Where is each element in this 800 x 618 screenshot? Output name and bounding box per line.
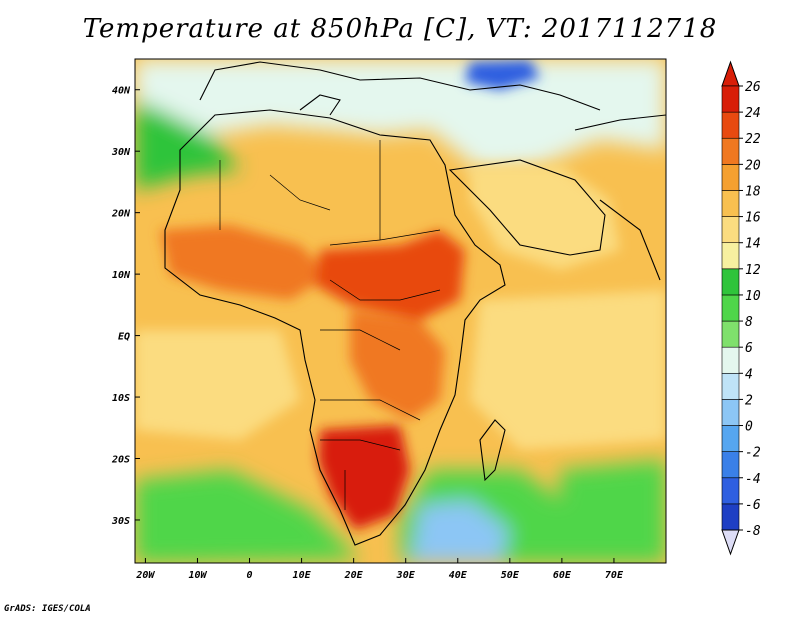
plot-area xyxy=(135,59,666,563)
colorbar-bottom-arrow xyxy=(721,529,740,556)
colorbar-label: 26 xyxy=(745,80,761,95)
field-southern-ocean xyxy=(135,470,360,563)
field-west-africa xyxy=(160,225,330,300)
field-kalahari xyxy=(318,425,410,530)
field-east-indian xyxy=(560,460,666,563)
field-atlantic-north xyxy=(135,100,240,190)
colorbar-swatch xyxy=(721,164,740,191)
colorbar-swatch xyxy=(721,216,740,244)
colorbar-top-arrow xyxy=(721,60,740,87)
lon-tick-label: 30E xyxy=(396,570,416,581)
lat-tick-label: 20N xyxy=(111,209,131,220)
colorbar-label: 24 xyxy=(745,106,761,121)
colorbar-swatch xyxy=(721,242,740,270)
colorbar-label: 18 xyxy=(745,184,761,199)
lon-tick-label: 60E xyxy=(553,570,572,581)
colorbar-swatch xyxy=(721,190,740,217)
colorbar-swatch xyxy=(721,503,740,531)
longitude-axis: 20W 10W 0 10E 20E 30E 40E 50E 60E 70E xyxy=(135,558,624,581)
colorbar-label: -4 xyxy=(745,472,761,487)
page-title: Temperature at 850hPa [C], VT: 201711271… xyxy=(82,14,718,44)
lon-tick-label: 20E xyxy=(344,570,364,581)
credit-text: GrADS: IGES/COLA xyxy=(4,604,91,614)
colorbar-label: 2 xyxy=(745,393,753,408)
plot-frame xyxy=(134,58,667,564)
field-indian-ocean xyxy=(470,290,666,450)
lon-tick-label: 10W xyxy=(188,570,207,581)
colorbar-swatch xyxy=(721,268,740,296)
colorbar-swatch xyxy=(721,372,740,400)
colorbar-label: 8 xyxy=(745,315,753,330)
field-arabia xyxy=(470,165,620,270)
colorbar-swatch xyxy=(721,425,740,452)
field-equatorial-atlantic xyxy=(135,330,300,440)
colorbar-label: 14 xyxy=(745,237,761,252)
lon-tick-label: 40E xyxy=(449,570,468,581)
colorbar-swatch xyxy=(721,477,740,505)
lon-tick-label: 70E xyxy=(605,570,624,581)
lat-tick-label: 10S xyxy=(112,393,130,404)
colorbar-swatch xyxy=(721,137,740,165)
colorbar-label: 10 xyxy=(745,289,761,304)
colorbar-label: 16 xyxy=(745,211,761,226)
colorbar-label: -2 xyxy=(745,446,761,461)
colorbar-label: 12 xyxy=(745,263,761,278)
latitude-axis: 40N 30N 20N 10N EQ 10S 20S 30S xyxy=(111,86,140,527)
borders xyxy=(219,140,441,510)
field-indian-cold xyxy=(410,500,510,563)
colorbar-label: -8 xyxy=(745,524,761,539)
colorbar-swatch xyxy=(721,399,740,426)
lat-tick-label: 20S xyxy=(111,455,130,466)
lat-tick-label: 30S xyxy=(111,516,130,527)
field-black-sea xyxy=(465,60,540,90)
colorbar-swatch xyxy=(721,320,740,348)
colorbar-label: 4 xyxy=(745,367,753,382)
field-great-lakes xyxy=(350,310,445,420)
colorbar-label: 20 xyxy=(745,158,761,173)
lat-tick-label: 10N xyxy=(112,270,131,281)
colorbar-swatch xyxy=(721,451,740,479)
colorbar-swatch xyxy=(721,111,740,139)
field-europe xyxy=(135,59,666,170)
colorbar-swatch xyxy=(721,85,740,113)
colorbar-label: -6 xyxy=(745,498,761,513)
lon-tick-label: 0 xyxy=(247,570,253,581)
lat-tick-label: 30N xyxy=(111,147,131,158)
colorbar-label: 0 xyxy=(745,420,753,435)
lon-tick-label: 10E xyxy=(293,570,312,581)
lon-tick-label: 20W xyxy=(135,570,155,581)
colorbar-label: 22 xyxy=(745,132,761,147)
lat-tick-label: EQ xyxy=(118,332,130,343)
coastlines xyxy=(164,61,666,546)
lat-tick-label: 40N xyxy=(112,86,131,97)
colorbar-label: 6 xyxy=(745,341,753,356)
colorbar-swatch xyxy=(721,346,740,374)
colorbar-swatch xyxy=(721,294,740,322)
lon-tick-label: 50E xyxy=(501,570,520,581)
field-sudan xyxy=(315,230,465,320)
